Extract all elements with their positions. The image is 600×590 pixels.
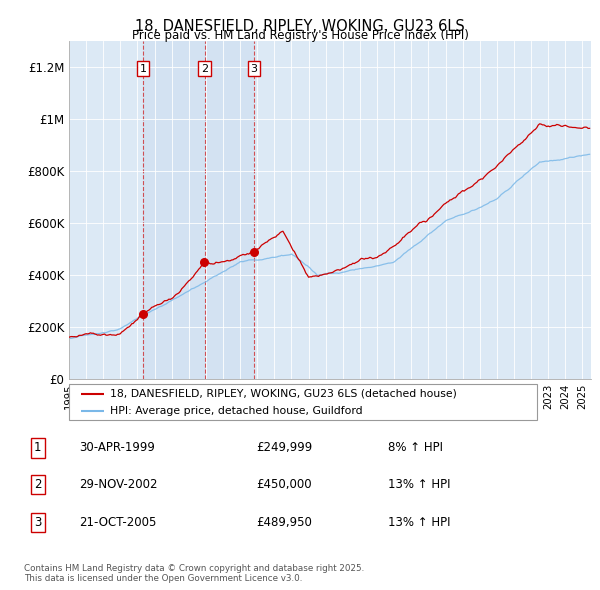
Text: 3: 3 xyxy=(34,516,41,529)
Text: £489,950: £489,950 xyxy=(256,516,312,529)
Text: 18, DANESFIELD, RIPLEY, WOKING, GU23 6LS: 18, DANESFIELD, RIPLEY, WOKING, GU23 6LS xyxy=(135,19,465,34)
Text: 3: 3 xyxy=(251,64,257,74)
Text: £450,000: £450,000 xyxy=(256,478,311,491)
Text: 1: 1 xyxy=(140,64,146,74)
Text: £249,999: £249,999 xyxy=(256,441,312,454)
Text: 13% ↑ HPI: 13% ↑ HPI xyxy=(388,516,451,529)
Text: 8% ↑ HPI: 8% ↑ HPI xyxy=(388,441,443,454)
Text: 21-OCT-2005: 21-OCT-2005 xyxy=(79,516,157,529)
Text: 1: 1 xyxy=(34,441,41,454)
Text: 2: 2 xyxy=(34,478,41,491)
FancyBboxPatch shape xyxy=(69,384,537,420)
Text: Contains HM Land Registry data © Crown copyright and database right 2025.
This d: Contains HM Land Registry data © Crown c… xyxy=(24,563,364,583)
Bar xyxy=(143,41,205,379)
Text: 18, DANESFIELD, RIPLEY, WOKING, GU23 6LS (detached house): 18, DANESFIELD, RIPLEY, WOKING, GU23 6LS… xyxy=(110,389,457,399)
Text: 30-APR-1999: 30-APR-1999 xyxy=(79,441,155,454)
Text: 29-NOV-2002: 29-NOV-2002 xyxy=(79,478,158,491)
Text: HPI: Average price, detached house, Guildford: HPI: Average price, detached house, Guil… xyxy=(110,406,363,416)
Text: 13% ↑ HPI: 13% ↑ HPI xyxy=(388,478,451,491)
Text: Price paid vs. HM Land Registry's House Price Index (HPI): Price paid vs. HM Land Registry's House … xyxy=(131,30,469,42)
Bar xyxy=(205,41,254,379)
Text: 2: 2 xyxy=(201,64,208,74)
